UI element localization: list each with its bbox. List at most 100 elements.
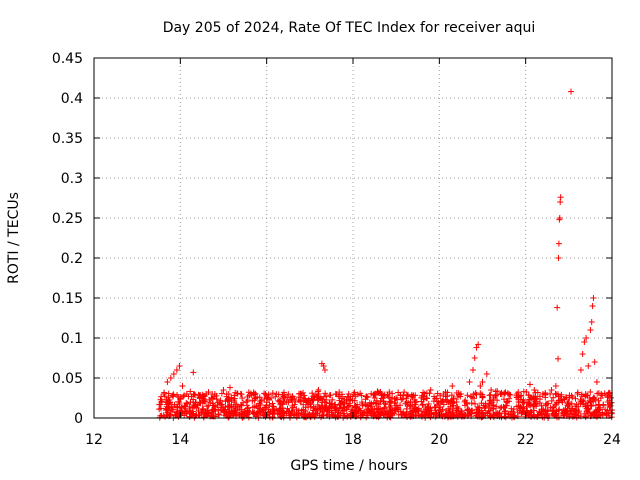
cloud-point [607,402,614,409]
cloud-point [331,401,338,408]
cloud-point [320,393,327,400]
cloud-point [327,392,334,399]
cloud-point [286,408,293,415]
cloud-point [490,402,497,409]
cloud-point [566,405,573,412]
cloud-point [261,396,268,403]
cloud-point [323,412,330,419]
cloud-point [239,395,246,402]
cloud-point [276,407,283,414]
cloud-point [291,401,298,408]
cloud-point [236,404,243,411]
data-point [588,319,595,325]
axis-ticks: 12 14 16 18 20 22 24 0 0.05 0.1 0.15 0.2 0.25 0.3 0.35… [52,51,621,448]
cloud-point [496,410,503,417]
cloud-point [311,394,318,401]
cloud-point [389,390,396,397]
cloud-point [261,404,268,411]
cloud-point [268,395,275,402]
cloud-point [301,392,308,399]
cloud-point [351,389,358,396]
data-point [176,363,183,369]
cloud-point [224,397,231,404]
cloud-point [219,404,226,411]
data-point [427,387,434,393]
cloud-point [285,391,292,398]
cloud-point [454,404,461,411]
cloud-point [550,411,557,418]
cloud-point [392,399,399,406]
cloud-point [467,393,474,400]
cloud-point [163,401,170,408]
cloud-point [587,398,594,405]
cloud-point [559,399,566,406]
data-point [160,391,167,397]
cloud-point [218,390,225,397]
data-point [589,303,596,309]
dense-point-cloud [156,388,615,421]
cloud-point [273,391,280,398]
cloud-point [544,407,551,414]
cloud-point [192,399,199,406]
cloud-point [174,404,181,411]
data-point [457,391,464,397]
cloud-point [432,395,439,402]
cloud-point [309,397,316,404]
cloud-point [569,406,576,413]
cloud-point [181,403,188,410]
data-point [449,383,456,389]
cloud-point [555,407,562,414]
data-point [526,381,533,388]
cloud-point [289,408,296,415]
cloud-point [363,402,370,409]
cloud-point [587,389,594,396]
cloud-point [475,405,482,412]
cloud-point [370,399,377,406]
cloud-point [329,396,336,403]
cloud-point [269,413,276,420]
x-tick-label: 22 [517,432,535,448]
cloud-point [158,399,165,406]
cloud-point [319,399,326,406]
cloud-point [211,406,218,413]
cloud-point [517,403,524,410]
cloud-point [476,413,483,420]
cloud-point [253,410,260,417]
data-point [170,371,177,377]
cloud-point [168,408,175,415]
cloud-point [415,405,422,412]
cloud-point [344,412,351,419]
data-point [190,369,197,376]
cloud-point [547,390,554,397]
data-point [220,387,227,393]
cloud-point [177,393,184,400]
data-point [475,341,482,348]
cloud-point [364,407,371,414]
cloud-point [573,401,580,408]
cloud-point [473,409,480,416]
cloud-point [225,395,232,402]
cloud-point [341,399,348,406]
cloud-point [178,410,185,417]
cloud-point [572,395,579,402]
cloud-point [426,390,433,397]
cloud-point [447,413,454,420]
cloud-point [434,390,441,397]
cloud-point [231,407,238,414]
cloud-point [257,398,264,405]
cloud-point [412,401,419,408]
cloud-point [312,406,319,413]
x-tick-label: 18 [344,432,362,448]
cloud-point [547,404,554,411]
cloud-point [230,411,237,418]
cloud-point [425,411,432,418]
cloud-point [276,398,283,405]
cloud-point [277,413,284,420]
cloud-point [375,414,382,421]
cloud-point [562,394,569,401]
cloud-point [275,397,282,404]
cloud-point [558,391,565,398]
data-point [332,391,339,397]
cloud-point [464,392,471,399]
cloud-point [530,403,537,410]
